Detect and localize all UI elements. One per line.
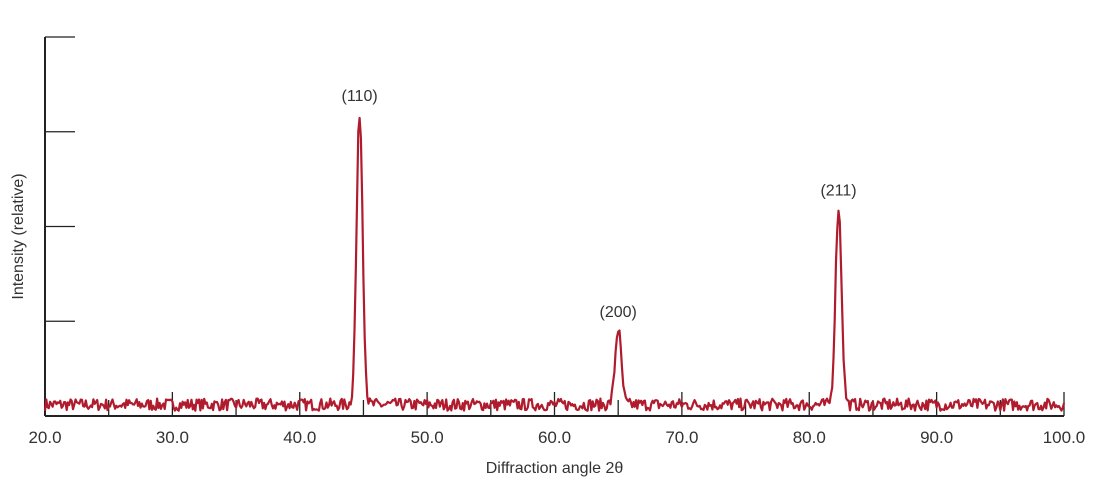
x-tick-label: 90.0 — [920, 428, 953, 447]
x-axis-title: Diffraction angle 2θ — [486, 460, 624, 477]
y-axis-title: Intensity (relative) — [10, 173, 27, 299]
x-tick-label: 50.0 — [411, 428, 444, 447]
x-ticks: 20.0 30.0 40.0 50.0 60.0 70.0 80.0 90.0 100.0 — [28, 392, 1085, 447]
peak-label: (200) — [600, 304, 637, 321]
x-tick-label: 30.0 — [156, 428, 189, 447]
diffraction-trace — [43, 116, 1066, 412]
axes — [44, 37, 1064, 417]
x-tick-label: 20.0 — [28, 428, 61, 447]
x-tick-label: 60.0 — [538, 428, 571, 447]
peak-label: (110) — [342, 88, 378, 105]
peak-label: (211) — [820, 183, 856, 200]
y-ticks — [45, 36, 75, 322]
x-tick-label: 100.0 — [1043, 428, 1086, 447]
x-tick-label: 80.0 — [793, 428, 826, 447]
x-tick-label: 40.0 — [283, 428, 316, 447]
x-tick-label: 70.0 — [665, 428, 698, 447]
peak-labels: (110) (200) (211) — [342, 88, 857, 321]
